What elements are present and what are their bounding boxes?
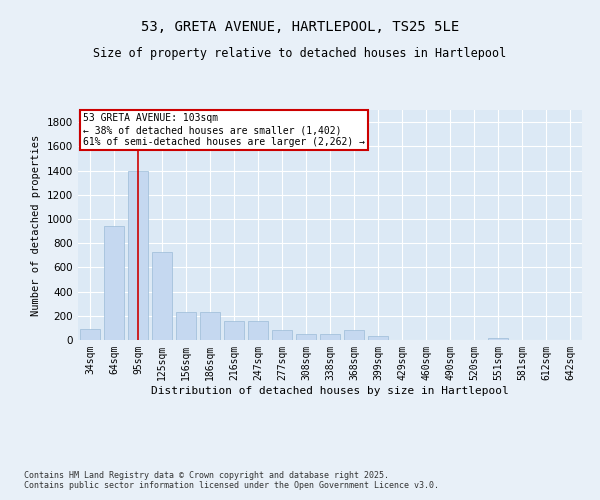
- Bar: [176, 312, 196, 340]
- Bar: [248, 321, 268, 340]
- Bar: [200, 312, 220, 340]
- Bar: [320, 334, 340, 340]
- Bar: [80, 329, 100, 340]
- Bar: [296, 334, 316, 340]
- Y-axis label: Number of detached properties: Number of detached properties: [31, 134, 41, 316]
- Bar: [152, 252, 172, 340]
- Bar: [344, 330, 364, 340]
- Text: Size of property relative to detached houses in Hartlepool: Size of property relative to detached ho…: [94, 48, 506, 60]
- Bar: [104, 226, 124, 340]
- Bar: [128, 170, 148, 340]
- Bar: [224, 321, 244, 340]
- Text: 53 GRETA AVENUE: 103sqm
← 38% of detached houses are smaller (1,402)
61% of semi: 53 GRETA AVENUE: 103sqm ← 38% of detache…: [83, 114, 365, 146]
- X-axis label: Distribution of detached houses by size in Hartlepool: Distribution of detached houses by size …: [151, 386, 509, 396]
- Text: 53, GRETA AVENUE, HARTLEPOOL, TS25 5LE: 53, GRETA AVENUE, HARTLEPOOL, TS25 5LE: [141, 20, 459, 34]
- Text: Contains HM Land Registry data © Crown copyright and database right 2025.
Contai: Contains HM Land Registry data © Crown c…: [24, 470, 439, 490]
- Bar: [368, 336, 388, 340]
- Bar: [272, 330, 292, 340]
- Bar: [488, 338, 508, 340]
